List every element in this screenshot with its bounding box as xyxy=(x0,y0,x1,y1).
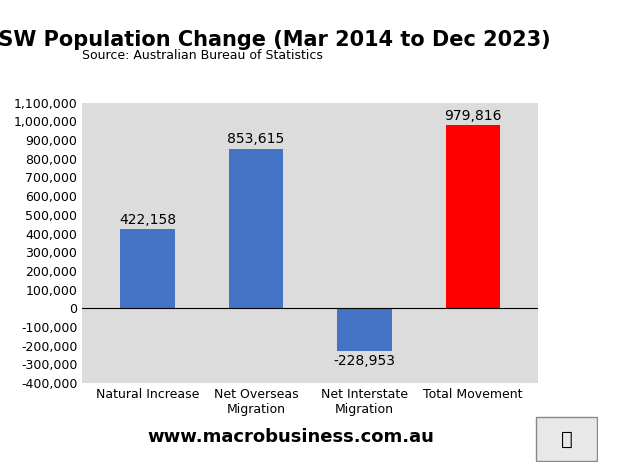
Text: 🐺: 🐺 xyxy=(561,430,572,448)
Text: 422,158: 422,158 xyxy=(119,213,176,227)
FancyBboxPatch shape xyxy=(536,417,597,461)
Text: NSW Population Change (Mar 2014 to Dec 2023): NSW Population Change (Mar 2014 to Dec 2… xyxy=(0,30,551,50)
Text: Source: Australian Bureau of Statistics: Source: Australian Bureau of Statistics xyxy=(82,49,323,62)
Text: MACRO: MACRO xyxy=(522,15,608,35)
Text: 979,816: 979,816 xyxy=(444,108,502,122)
Bar xyxy=(229,149,283,308)
Text: 853,615: 853,615 xyxy=(227,132,285,146)
Bar xyxy=(120,229,175,308)
Text: -228,953: -228,953 xyxy=(334,354,396,368)
Text: BUSINESS: BUSINESS xyxy=(507,43,623,63)
Text: www.macrobusiness.com.au: www.macrobusiness.com.au xyxy=(147,428,435,446)
Bar xyxy=(337,308,392,351)
Bar xyxy=(446,125,500,308)
